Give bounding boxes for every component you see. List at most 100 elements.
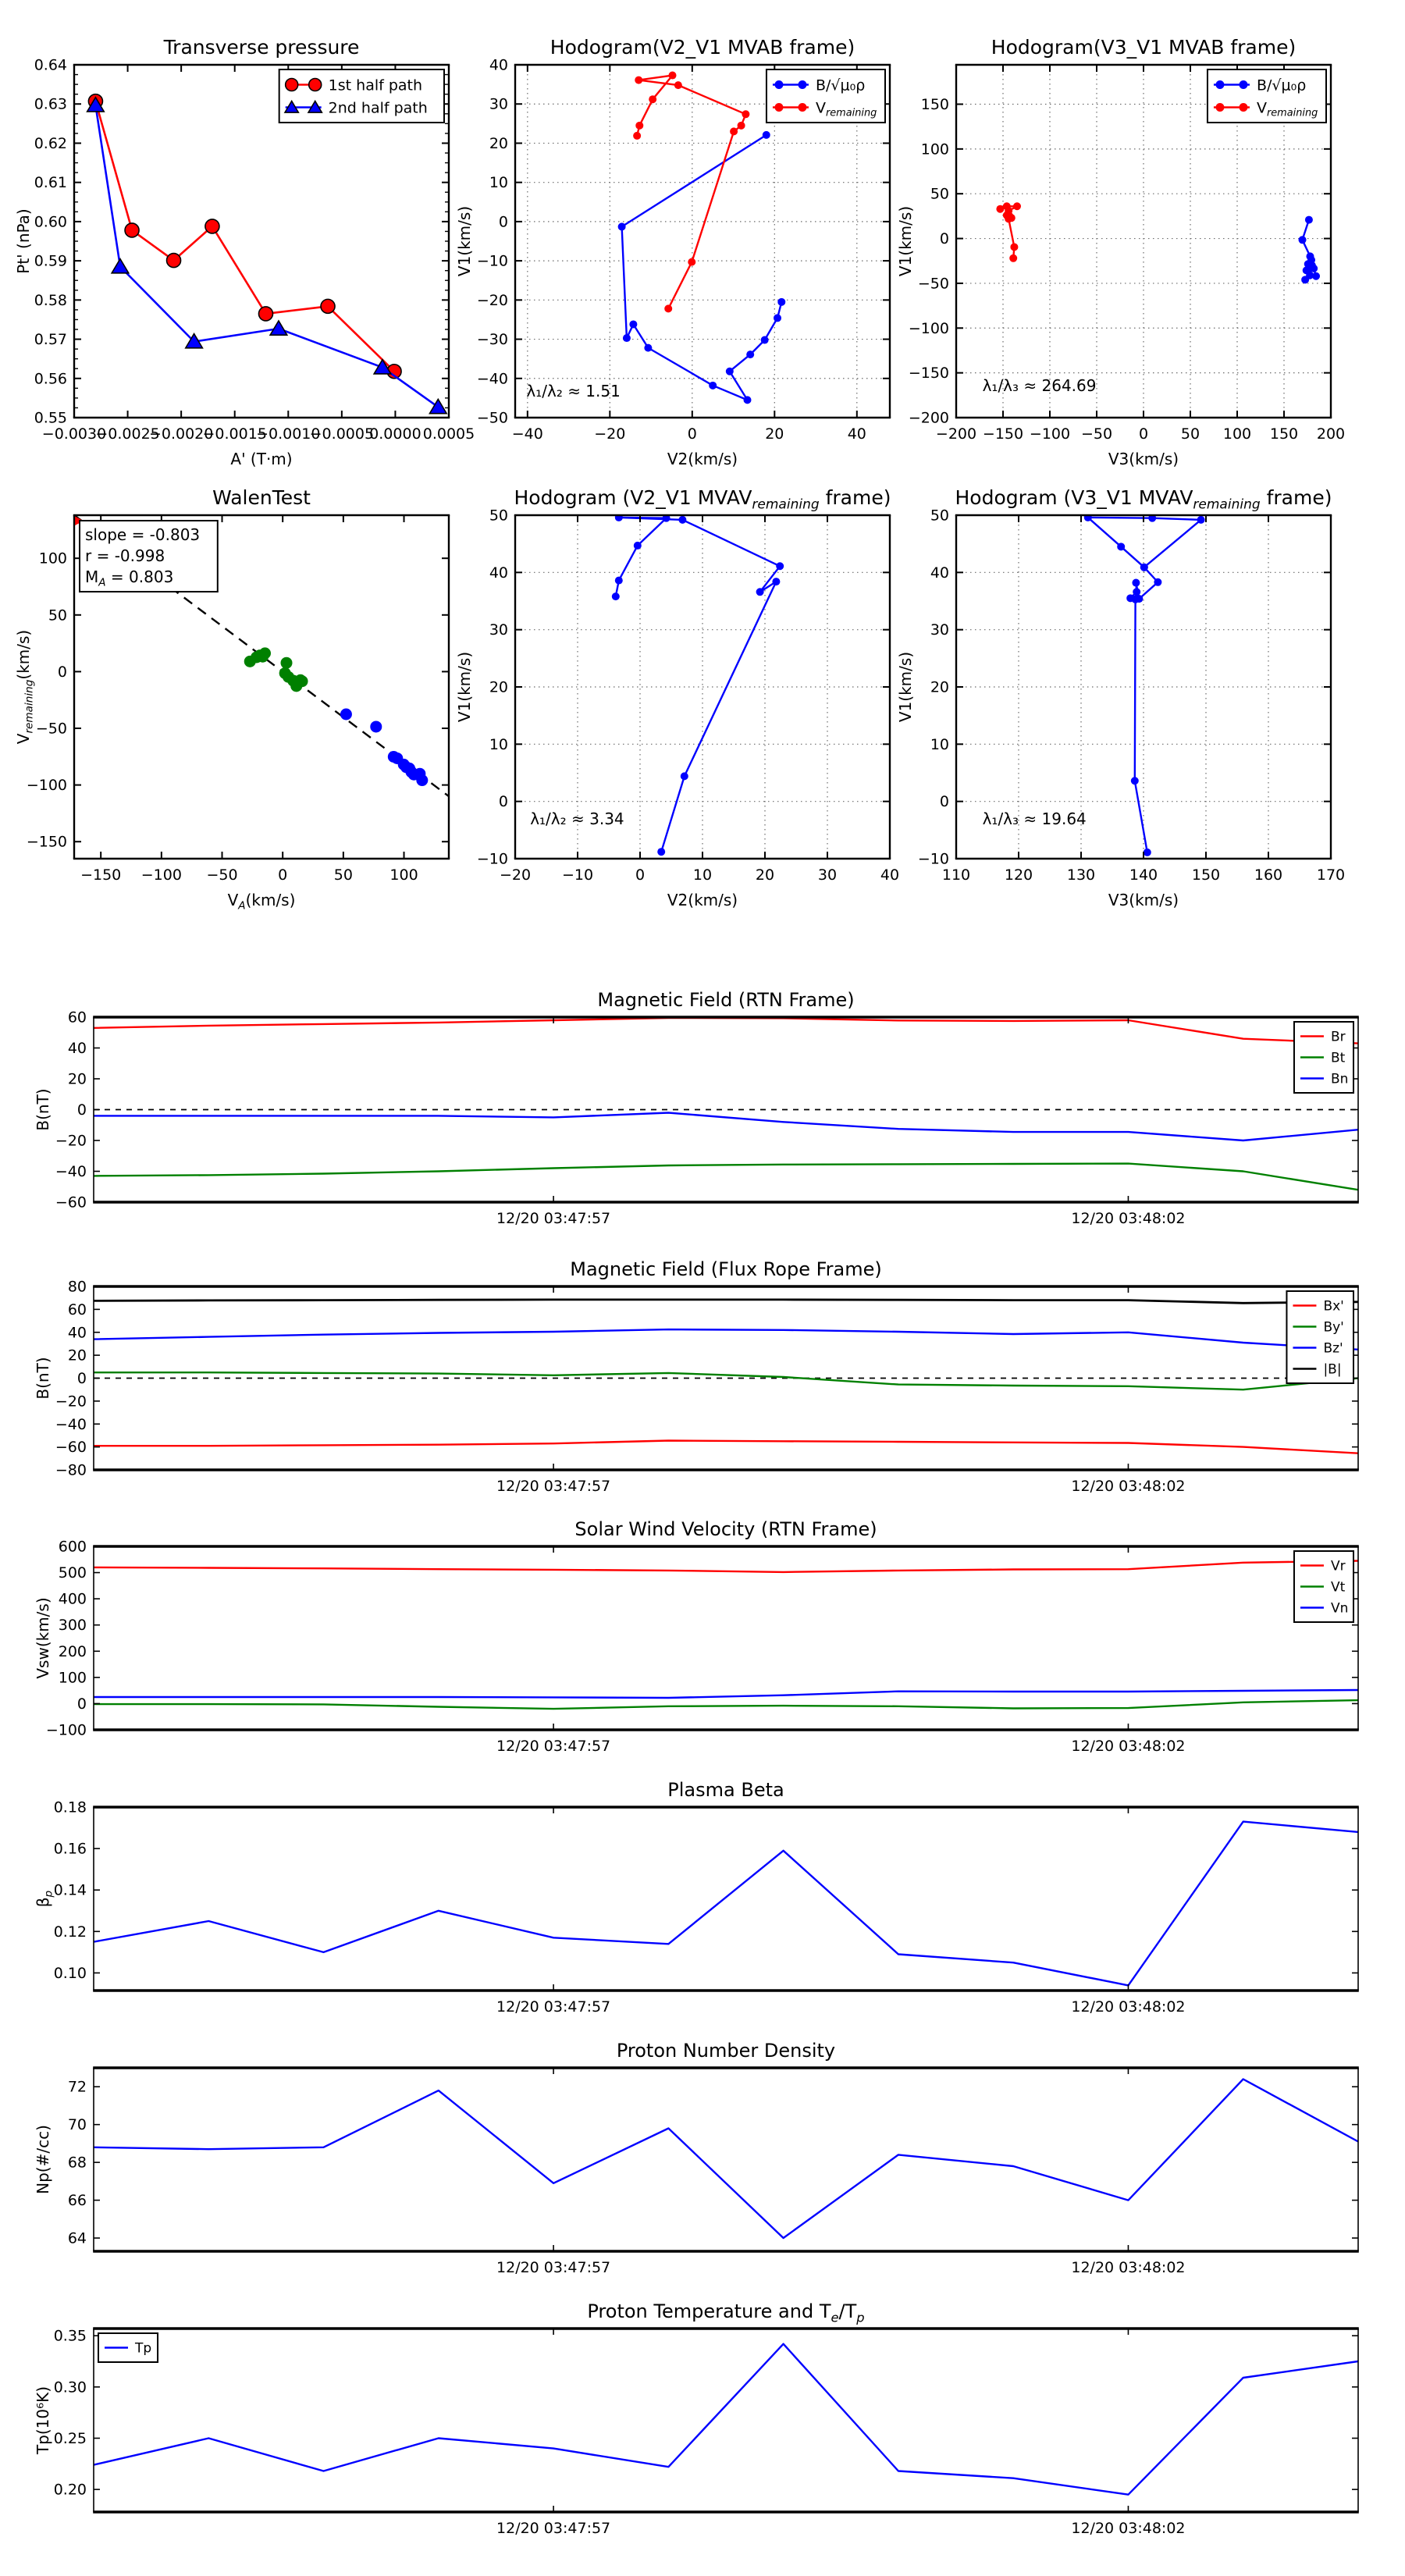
ticks (94, 2068, 1358, 2251)
spines (514, 63, 891, 419)
series-|B| (94, 1298, 1358, 1304)
vsw-rtn-title: Solar Wind Velocity (RTN Frame) (574, 1518, 877, 1540)
svg-text:−50: −50 (36, 720, 67, 738)
svg-text:150: 150 (1192, 866, 1220, 884)
svg-text:−150: −150 (909, 365, 949, 382)
mag-fluxrope-svg: 12/20 03:47:57 12/20 03:48:02 −80 −60 −40 −20… (34, 1258, 1359, 1496)
subplot-hodogram-v3v1-mvab: −200 −150 −100 −50 0 50 100 150 200 −200 −150 −100−… (882, 26, 1385, 482)
subplot-hodogram-v2v1-mvav: −20 −10 0 10 20 30 40 −10 0 10 20 30 40 50 Hodogram (V… (441, 476, 944, 923)
hodogram-v2v1-mvav-xlabel: V2(km/s) (667, 891, 738, 909)
svg-text:0.30: 0.30 (54, 2379, 87, 2396)
grid (956, 515, 1331, 859)
svg-text:64: 64 (68, 2230, 87, 2247)
ticks (514, 514, 891, 859)
hodogram-v3v1-mvav-xlabel: V3(km/s) (1108, 891, 1179, 909)
spines (93, 1806, 1359, 1992)
svg-text:72: 72 (68, 2079, 87, 2096)
subplot-vsw-rtn: 12/20 03:47:57 12/20 03:48:02 −100 0 100 200 3… (20, 1507, 1405, 1794)
svg-text:0.12: 0.12 (54, 1923, 87, 1941)
series-group (1083, 515, 1205, 856)
svg-text:12/20 03:48:02: 12/20 03:48:02 (1071, 2520, 1185, 2537)
legend: Tp (98, 2332, 159, 2363)
svg-text:70: 70 (68, 2116, 87, 2133)
svg-text:0.0000: 0.0000 (369, 425, 421, 443)
series-2nd half path (94, 104, 439, 408)
subplot-hodogram-v2v1-mvab: −40 −20 0 20 40 −50 −40 −30 −20 −10 0 10 20 30 40 Hodog… (441, 26, 944, 482)
series-Tp (94, 2343, 1358, 2496)
svg-text:200: 200 (59, 1643, 87, 1660)
svg-text:0.55: 0.55 (34, 410, 67, 427)
svg-text:60: 60 (68, 1009, 87, 1026)
svg-text:0.63: 0.63 (34, 96, 67, 113)
svg-text:0.25: 0.25 (54, 2430, 87, 2447)
tick-labels: 12/20 03:47:57 12/20 03:48:02 −80 −60 −40 −20… (55, 1279, 1186, 1496)
hodogram-v2v1-mvab-ylabel: V1(km/s) (455, 206, 474, 276)
hodogram-v2v1-mvab-title: Hodogram(V2_V1 MVAB frame) (550, 36, 855, 59)
svg-text:0: 0 (77, 1101, 87, 1119)
series-group (617, 71, 786, 404)
svg-text:0.62: 0.62 (34, 135, 67, 152)
svg-text:200: 200 (1317, 425, 1345, 443)
svg-text:50: 50 (1181, 425, 1200, 443)
transverse-pressure-svg: −0.0030−0.0025−0.0020−0.0015−0.0010−0.00… (14, 36, 475, 468)
svg-text:68: 68 (68, 2154, 87, 2172)
svg-text:60: 60 (68, 1301, 87, 1318)
svg-text:−50: −50 (1081, 425, 1112, 443)
svg-text:0: 0 (635, 866, 645, 884)
stats-line: MA​ = 0.803 (85, 568, 173, 589)
svg-text:600: 600 (59, 1539, 87, 1556)
svg-text:50: 50 (48, 607, 67, 624)
svg-text:−10: −10 (477, 851, 508, 868)
svg-text:0.20: 0.20 (54, 2482, 87, 2499)
svg-text:0.58: 0.58 (34, 292, 67, 309)
series-group (94, 1820, 1358, 1987)
series-1st half path (94, 100, 396, 372)
svg-text:−100: −100 (1030, 425, 1070, 443)
series-Bt (94, 1162, 1358, 1191)
svg-text:0.56: 0.56 (34, 370, 67, 387)
svg-text:66: 66 (68, 2192, 87, 2209)
svg-text:−150: −150 (27, 834, 67, 851)
svg-text:0: 0 (77, 1695, 87, 1713)
svg-text:−100: −100 (27, 777, 67, 794)
subplot-plasma-beta: 12/20 03:47:57 12/20 03:48:02 0.10 0.12 0.14… (20, 1768, 1405, 2055)
ticks (73, 64, 450, 418)
proton-temp-svg: 12/20 03:47:57 12/20 03:48:02 0.20 0.25 0.30… (34, 2300, 1359, 2537)
svg-text:160: 160 (1254, 866, 1282, 884)
series-beta p (94, 1820, 1358, 1987)
svg-text:40: 40 (880, 866, 899, 884)
svg-text:400: 400 (59, 1591, 87, 1608)
series-Bz' (94, 1328, 1358, 1350)
svg-text:150: 150 (1270, 425, 1298, 443)
svg-text:0: 0 (77, 1370, 87, 1387)
subplot-mag-rtn: 12/20 03:47:57 12/20 03:48:02 −60 −40 −20 0 20… (20, 978, 1405, 1266)
mag-rtn-ylabel: B(nT) (34, 1088, 52, 1130)
svg-text:−60: −60 (55, 1439, 87, 1456)
series-B/sqrt(mu0 rho) (621, 133, 783, 401)
svg-text:Vn: Vn (1331, 1601, 1348, 1617)
svg-text:40: 40 (489, 564, 508, 582)
svg-text:B/√μ₀ρ: B/√μ₀ρ (1257, 76, 1306, 94)
series-Vn (94, 1688, 1358, 1699)
svg-text:−100: −100 (141, 866, 182, 884)
hodogram-v3v1-mvav-ylabel: V1(km/s) (896, 652, 915, 722)
svg-text:0.59: 0.59 (34, 253, 67, 270)
svg-text:40: 40 (68, 1040, 87, 1057)
svg-text:0: 0 (1139, 425, 1148, 443)
ticks (94, 1546, 1358, 1731)
svg-text:100: 100 (39, 550, 67, 568)
svg-text:0: 0 (499, 213, 508, 230)
svg-text:−100: −100 (46, 1722, 87, 1739)
series-group (94, 1560, 1358, 1710)
tick-labels: 12/20 03:47:57 12/20 03:48:02 64 66 68 70 72 (68, 2079, 1186, 2276)
hodogram-v3v1-mvab-xlabel: V3(km/s) (1108, 450, 1179, 468)
svg-text:−50: −50 (477, 410, 508, 427)
ticks (94, 1806, 1358, 1991)
svg-text:12/20 03:48:02: 12/20 03:48:02 (1071, 1478, 1185, 1495)
svg-text:−20: −20 (500, 866, 531, 884)
svg-text:100: 100 (921, 141, 949, 158)
stats-line: slope = -0.803 (85, 525, 200, 544)
svg-text:12/20 03:47:57: 12/20 03:47:57 (496, 1210, 610, 1227)
svg-text:Bz': Bz' (1323, 1341, 1343, 1357)
svg-text:Bn: Bn (1331, 1072, 1348, 1087)
